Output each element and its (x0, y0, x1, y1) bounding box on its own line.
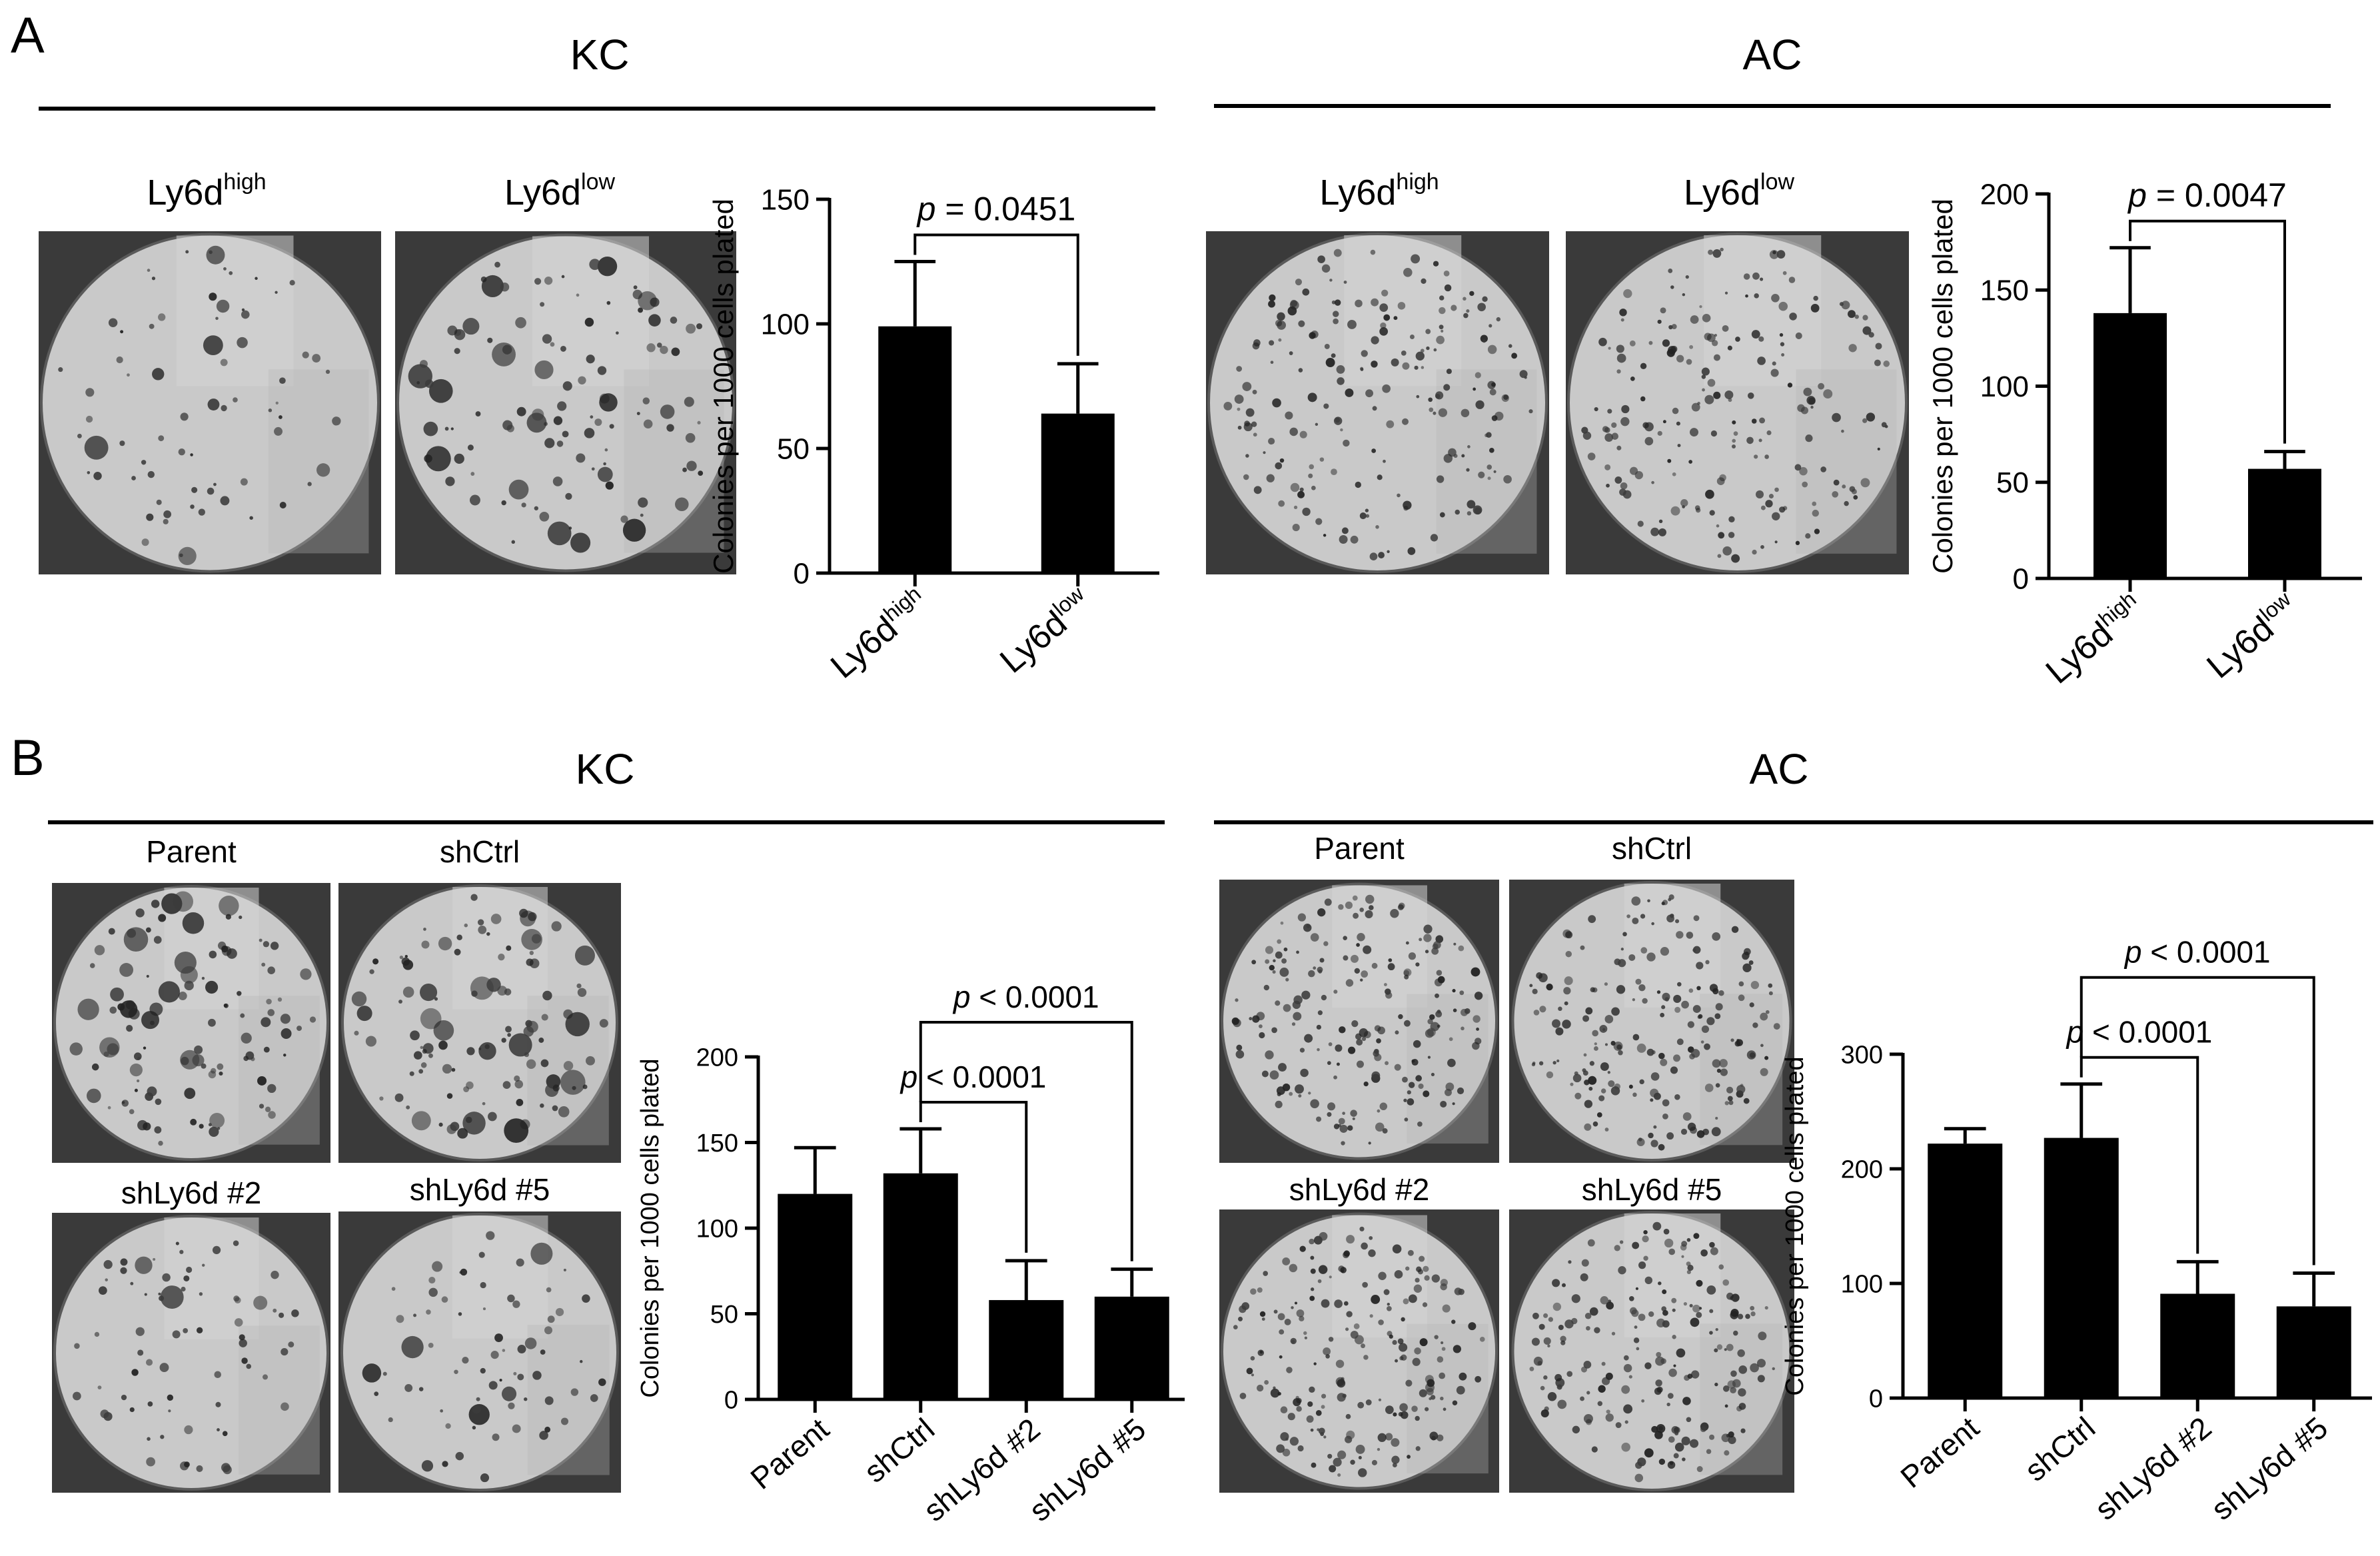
y-axis-label: Colonies per 1000 cells plated (1781, 1056, 1809, 1395)
bar (2044, 1138, 2119, 1398)
image-label-b-kc-parent: Parent (146, 834, 237, 869)
y-tick-label: 100 (1841, 1270, 1883, 1298)
colony-dish-image (395, 231, 736, 574)
bar (2093, 313, 2167, 578)
bar (1928, 1144, 2003, 1398)
colony-dish-image (52, 1213, 330, 1493)
y-tick-label: 150 (696, 1130, 738, 1158)
group-rule-b-ac (1214, 820, 2373, 824)
y-tick-label: 300 (1841, 1041, 1883, 1069)
y-tick-label: 200 (1980, 178, 2029, 211)
y-tick-label: 0 (794, 557, 810, 590)
y-tick-label: 50 (710, 1301, 738, 1329)
significance-bracket (2080, 1056, 2199, 1254)
x-category-label: shLy6d #5 (2204, 1410, 2334, 1527)
image-label-b-kc-shly6d-2: shLy6d #2 (121, 1175, 262, 1210)
y-tick-label: 100 (1980, 371, 2029, 403)
bar (2248, 468, 2321, 578)
colony-dish-image (52, 883, 330, 1163)
significance-bracket (2129, 219, 2286, 444)
image-label-b-ac-parent: Parent (1314, 831, 1405, 866)
y-axis-label: Colonies per 1000 cells plated (1927, 199, 1958, 574)
bar (1041, 413, 1115, 573)
panel-letter-a: A (11, 7, 45, 64)
y-tick-label: 0 (724, 1386, 738, 1414)
bar (2160, 1293, 2235, 1398)
y-tick-label: 0 (2013, 562, 2029, 595)
bar (989, 1299, 1064, 1399)
bar (778, 1193, 853, 1399)
y-tick-label: 100 (761, 308, 810, 341)
p-value-label: p < 0.0001 (952, 980, 1099, 1014)
y-tick-label: 0 (1869, 1385, 1883, 1413)
y-tick-label: 150 (1980, 275, 2029, 307)
y-tick-label: 200 (1841, 1156, 1883, 1183)
group-title-a-kc: KC (570, 31, 630, 79)
colony-dish-image (338, 1211, 621, 1493)
panel-letter-b: B (11, 730, 45, 786)
y-axis-label: Colonies per 1000 cells plated (708, 199, 739, 574)
x-category-label: shCtrl (2018, 1410, 2101, 1488)
colony-dish-image (39, 231, 381, 574)
x-category-label: shLy6d #2 (2088, 1410, 2218, 1527)
colony-dish-image (1219, 880, 1499, 1163)
colony-dish-image (338, 883, 621, 1163)
bar (878, 326, 952, 573)
colony-dish-image (1206, 231, 1549, 574)
significance-bracket (919, 1020, 1133, 1261)
group-title-a-ac: AC (1742, 31, 1802, 79)
bar (1094, 1296, 1169, 1399)
image-label-b-ac-shly6d-2: shLy6d #2 (1289, 1172, 1430, 1207)
group-title-b-kc: KC (575, 745, 635, 793)
significance-bracket (913, 233, 1079, 356)
y-tick-label: 50 (777, 432, 810, 465)
group-title-b-ac: AC (1749, 745, 1809, 793)
p-value-label: p = 0.0047 (2127, 177, 2287, 214)
y-tick-label: 150 (761, 183, 810, 216)
colony-dish-image (1509, 1209, 1794, 1493)
image-label-b-ac-shly6d-5: shLy6d #5 (1581, 1172, 1722, 1207)
image-label-b-kc-shly6d-5: shLy6d #5 (409, 1172, 550, 1207)
p-value-label: p < 0.0001 (899, 1060, 1047, 1094)
bar (2276, 1306, 2351, 1398)
y-tick-label: 100 (696, 1215, 738, 1243)
bar (883, 1173, 958, 1399)
image-label-a-kc-low: Ly6dlow (504, 169, 616, 213)
significance-bracket (919, 1100, 1028, 1253)
y-tick-label: 50 (1996, 466, 2029, 499)
group-rule-b-kc (48, 820, 1165, 824)
p-value-label: p < 0.0001 (2123, 935, 2271, 970)
image-label-a-ac-low: Ly6dlow (1683, 169, 1795, 213)
group-rule-a-kc (39, 107, 1155, 111)
image-label-a-kc-high: Ly6dhigh (147, 169, 267, 213)
p-value-label: p = 0.0451 (916, 191, 1076, 228)
image-label-b-ac-shctrl: shCtrl (1611, 831, 1692, 866)
y-axis-label: Colonies per 1000 cells plated (636, 1058, 664, 1397)
group-rule-a-ac (1214, 104, 2331, 108)
colony-dish-image (1509, 880, 1794, 1163)
p-value-label: p < 0.0001 (2066, 1015, 2213, 1050)
x-category-label: Parent (1894, 1410, 1985, 1495)
y-tick-label: 200 (696, 1044, 738, 1072)
colony-dish-image (1566, 231, 1909, 574)
colony-dish-image (1219, 1209, 1499, 1493)
image-label-b-kc-shctrl: shCtrl (439, 834, 520, 869)
image-label-a-ac-high: Ly6dhigh (1319, 169, 1439, 213)
significance-bracket (2080, 976, 2315, 1265)
